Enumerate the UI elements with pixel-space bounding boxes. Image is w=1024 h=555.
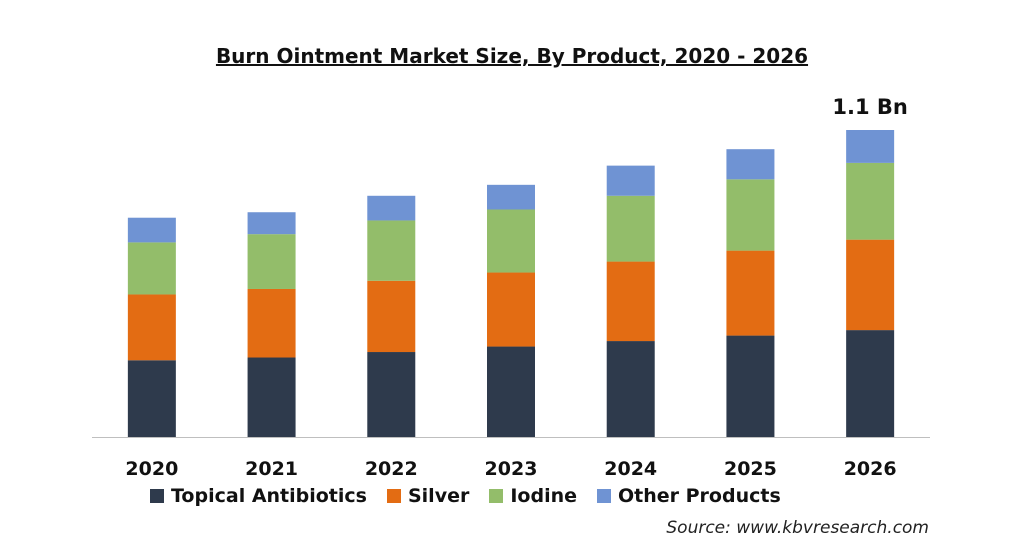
x-tick-label: 2024 — [604, 458, 657, 480]
x-tick-label: 2021 — [245, 458, 298, 480]
legend-label: Iodine — [510, 485, 577, 507]
data-label-total: 1.1 Bn — [832, 95, 907, 119]
bar-segment-silver-2020 — [127, 294, 176, 361]
bar-segment-topical-antibiotics-2026 — [846, 330, 895, 437]
x-tick-label: 2020 — [125, 458, 178, 480]
bar-segment-iodine-2024 — [606, 195, 655, 262]
bar-segment-iodine-2021 — [247, 234, 296, 289]
bar-segment-topical-antibiotics-2023 — [487, 346, 535, 437]
chart-title: Burn Ointment Market Size, By Product, 2… — [215, 44, 809, 68]
legend: Topical Antibiotics Silver Iodine Other … — [150, 485, 870, 507]
bar-segment-silver-2026 — [846, 239, 895, 331]
legend-item-topical-antibiotics: Topical Antibiotics — [150, 485, 367, 507]
legend-swatch — [489, 489, 504, 503]
legend-swatch — [150, 489, 164, 503]
bar-segment-other-products-2020 — [127, 217, 176, 243]
bar-segment-other-products-2022 — [367, 195, 416, 221]
bar-segment-iodine-2025 — [726, 179, 775, 251]
bar-segment-iodine-2020 — [127, 242, 176, 295]
chart-plot: 2020 2021 2022 2023 2024 2025 2026 1.1 Bn — [92, 95, 930, 480]
bar-segment-other-products-2026 — [846, 130, 895, 163]
bar-segment-iodine-2026 — [846, 162, 895, 240]
legend-item-silver: Silver — [386, 485, 470, 507]
bar-segment-silver-2024 — [606, 261, 655, 342]
bar-segment-topical-antibiotics-2022 — [367, 352, 416, 437]
bar-segment-topical-antibiotics-2020 — [127, 360, 176, 437]
bar-segment-other-products-2025 — [726, 149, 775, 180]
x-tick-label: 2026 — [844, 458, 897, 480]
legend-label: Topical Antibiotics — [171, 485, 367, 507]
bar-segment-silver-2023 — [487, 272, 535, 347]
legend-label: Other Products — [618, 485, 781, 507]
legend-item-iodine: Iodine — [489, 485, 577, 507]
bar-segment-topical-antibiotics-2024 — [606, 341, 655, 437]
bar-segment-silver-2021 — [247, 288, 296, 358]
bar-segment-other-products-2023 — [487, 184, 535, 210]
bar-segment-topical-antibiotics-2025 — [726, 335, 775, 437]
source-note: Source: www.kbvresearch.com — [666, 518, 929, 538]
bar-segment-silver-2022 — [367, 280, 416, 353]
legend-swatch — [386, 489, 401, 503]
bar-segment-silver-2025 — [726, 250, 775, 336]
legend-label: Silver — [407, 485, 470, 507]
x-tick-label: 2022 — [365, 458, 418, 480]
x-tick-label: 2023 — [485, 458, 538, 480]
bar-segment-iodine-2022 — [367, 220, 416, 281]
bar-segment-other-products-2024 — [606, 165, 655, 196]
legend-swatch — [597, 489, 611, 503]
bar-segment-other-products-2021 — [247, 212, 296, 235]
x-tick-label: 2025 — [724, 458, 777, 480]
bar-segment-iodine-2023 — [487, 209, 535, 273]
legend-item-other-products: Other Products — [597, 485, 781, 507]
bar-segment-topical-antibiotics-2021 — [247, 357, 296, 437]
